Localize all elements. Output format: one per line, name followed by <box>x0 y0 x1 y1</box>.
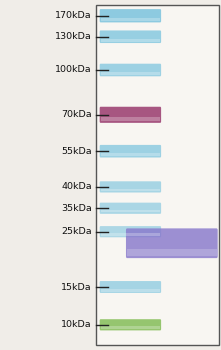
FancyBboxPatch shape <box>100 181 161 193</box>
Text: 15kDa: 15kDa <box>61 282 92 292</box>
Bar <box>101 327 160 329</box>
FancyBboxPatch shape <box>100 64 161 76</box>
Text: 70kDa: 70kDa <box>61 110 92 119</box>
FancyBboxPatch shape <box>100 107 161 123</box>
Bar <box>101 233 160 236</box>
FancyBboxPatch shape <box>100 319 161 330</box>
FancyBboxPatch shape <box>126 228 218 258</box>
FancyBboxPatch shape <box>100 145 161 158</box>
Text: 25kDa: 25kDa <box>61 227 92 236</box>
Bar <box>127 248 217 256</box>
Text: 170kDa: 170kDa <box>55 11 92 20</box>
FancyBboxPatch shape <box>100 203 161 214</box>
Bar <box>101 118 160 121</box>
Bar <box>96 5 219 345</box>
Bar <box>101 210 160 212</box>
Text: 40kDa: 40kDa <box>61 182 92 191</box>
Bar <box>101 18 160 21</box>
Bar <box>101 153 160 156</box>
FancyBboxPatch shape <box>100 30 161 43</box>
Bar <box>101 72 160 75</box>
Bar <box>101 39 160 42</box>
Bar <box>101 189 160 191</box>
Text: 55kDa: 55kDa <box>61 147 92 156</box>
Text: 35kDa: 35kDa <box>61 204 92 213</box>
Bar <box>101 289 160 292</box>
Text: 130kDa: 130kDa <box>55 32 92 41</box>
FancyBboxPatch shape <box>100 226 161 237</box>
Text: 10kDa: 10kDa <box>61 320 92 329</box>
FancyBboxPatch shape <box>100 9 161 22</box>
Text: 100kDa: 100kDa <box>55 65 92 75</box>
FancyBboxPatch shape <box>100 281 161 293</box>
